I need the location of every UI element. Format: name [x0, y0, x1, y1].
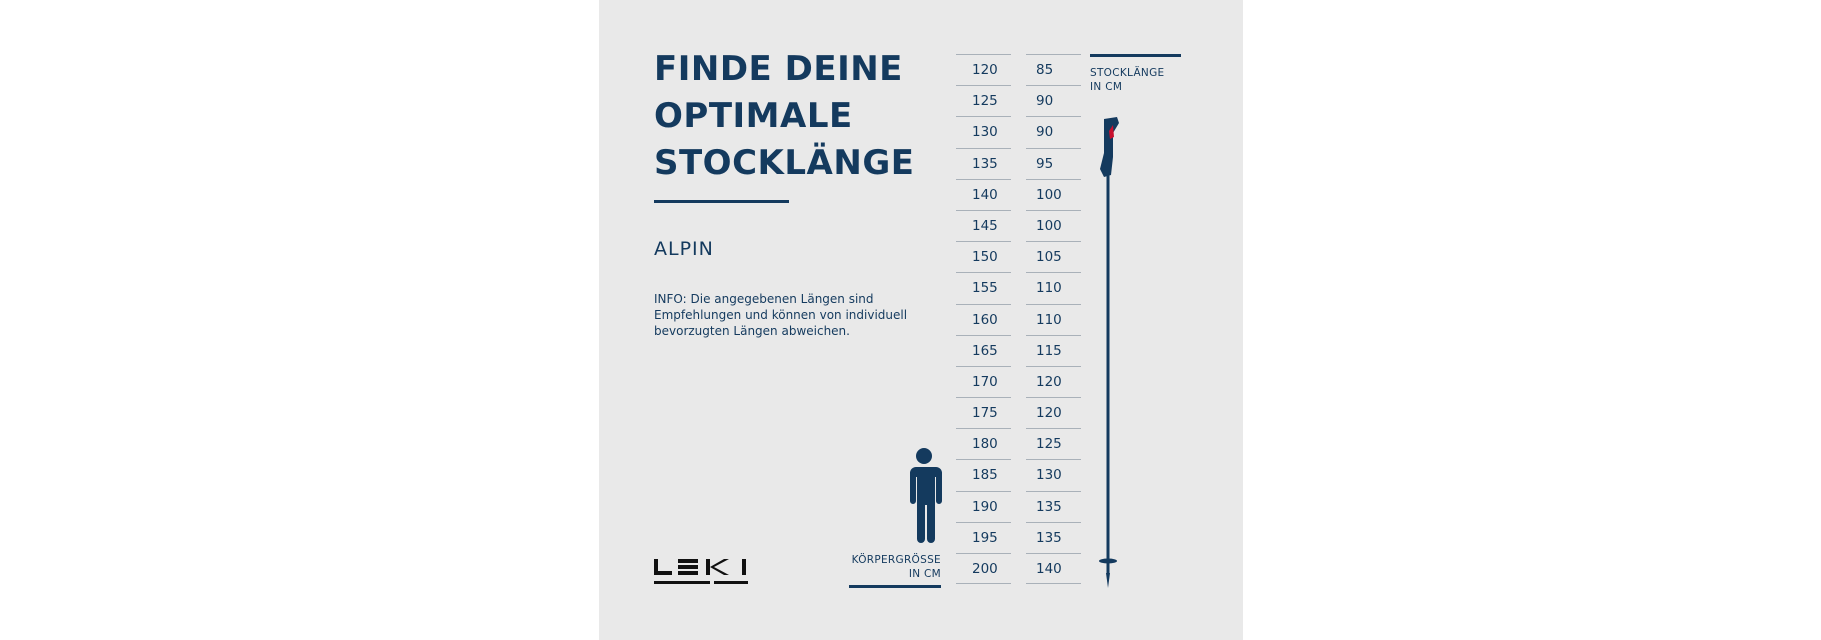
pole-length-cell: 85 [1026, 54, 1081, 85]
body-height-cell: 135 [956, 147, 1011, 179]
body-height-cell: 195 [956, 521, 1011, 553]
body-height-cell: 165 [956, 334, 1011, 366]
pole-length-cell: 135 [1026, 490, 1081, 522]
title-divider [654, 200, 789, 203]
category-label: ALPIN [654, 238, 714, 260]
person-icon [910, 448, 942, 543]
body-height-cell: 145 [956, 209, 1011, 241]
pole-length-cell: 140 [1026, 553, 1081, 585]
pole-length-cell: 120 [1026, 397, 1081, 428]
body-height-cell: 160 [956, 303, 1011, 335]
pole-length-cell: 95 [1026, 147, 1081, 179]
leki-logo [654, 559, 748, 584]
ski-pole-icon [1099, 117, 1119, 588]
info-text: INFO: Die angegebenen Längen sind Empfeh… [654, 292, 908, 338]
pole-length-cell: 90 [1026, 85, 1081, 116]
body-height-cell: 190 [956, 490, 1011, 522]
pole-length-cell: 105 [1026, 241, 1081, 272]
pole-length-label: STOCKLÄNGE IN CM [1090, 67, 1165, 93]
size-chart-panel: FINDE DEINE OPTIMALE STOCKLÄNGE ALPIN IN… [599, 0, 1243, 640]
body-height-cell: 170 [956, 365, 1011, 397]
body-height-cell: 125 [956, 85, 1011, 116]
pole-length-cell: 110 [1026, 272, 1081, 303]
body-height-divider [849, 585, 941, 588]
pole-length-cell: 135 [1026, 521, 1081, 553]
pole-length-column: 85 90 90 95 100 100 105 110 110 115 120 120 125 130 13… [1026, 54, 1081, 585]
pole-length-cell: 110 [1026, 303, 1081, 335]
body-height-label: KÖRPERGRÖSSE IN CM [851, 554, 941, 580]
body-height-cell: 140 [956, 178, 1011, 210]
pole-length-cell: 90 [1026, 116, 1081, 147]
pole-length-cell: 100 [1026, 209, 1081, 241]
page-title: FINDE DEINE OPTIMALE STOCKLÄNGE [654, 49, 915, 183]
pole-length-cell: 100 [1026, 178, 1081, 210]
body-height-cell: 155 [956, 272, 1011, 303]
pole-length-cell: 120 [1026, 365, 1081, 397]
body-height-cell: 180 [956, 428, 1011, 459]
body-height-cell: 130 [956, 116, 1011, 147]
body-height-cell: 120 [956, 54, 1011, 85]
body-height-column: 120 125 130 135 140 145 150 155 160 165 170 175 180 1… [956, 54, 1011, 585]
pole-length-cell: 125 [1026, 428, 1081, 459]
body-height-cell: 185 [956, 459, 1011, 490]
body-height-cell: 150 [956, 241, 1011, 272]
body-height-cell: 175 [956, 397, 1011, 428]
pole-length-cell: 115 [1026, 334, 1081, 366]
pole-length-divider [1090, 54, 1181, 57]
body-height-cell: 200 [956, 553, 1011, 585]
pole-length-cell: 130 [1026, 459, 1081, 490]
